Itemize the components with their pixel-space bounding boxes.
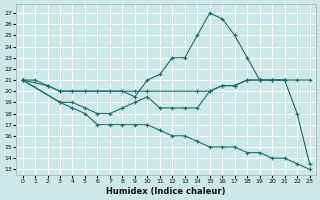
X-axis label: Humidex (Indice chaleur): Humidex (Indice chaleur) (106, 187, 226, 196)
